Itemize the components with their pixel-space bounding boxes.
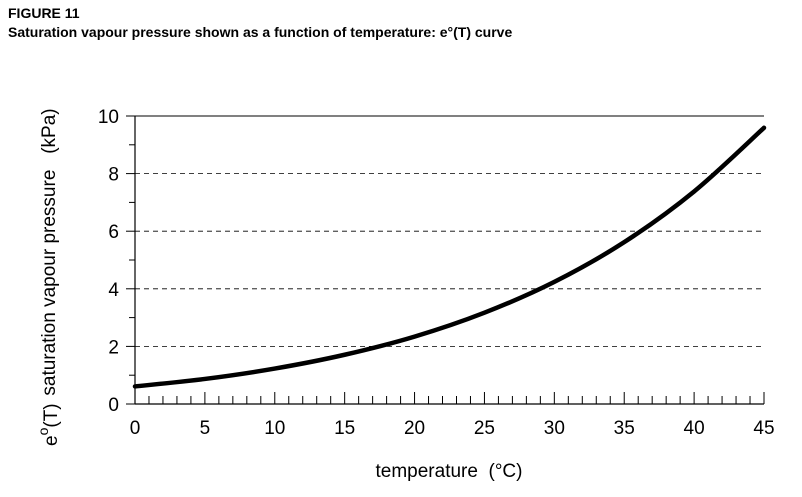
series-line-0	[132, 125, 767, 389]
y-axis-title: saturation vapour pressure (kPa)	[39, 108, 60, 395]
y-axis-symbol: eo(T)	[35, 403, 62, 446]
y-tick-label-6: 6	[108, 222, 119, 243]
figure-label: FIGURE 11	[8, 5, 80, 21]
y-axis-symbol-arg: (T)	[41, 403, 62, 427]
series	[132, 125, 767, 389]
x-tick-label-0: 0	[130, 418, 141, 439]
x-tick-label-20: 20	[404, 418, 425, 439]
x-axis-title: temperature (°C)	[376, 461, 523, 482]
y-axis-symbol-sup: o	[35, 427, 51, 435]
y-tick-label-2: 2	[108, 337, 119, 358]
x-tick-label-25: 25	[474, 418, 495, 439]
x-tick-label-40: 40	[684, 418, 705, 439]
y-tick-label-10: 10	[98, 107, 119, 128]
figure-title: Saturation vapour pressure shown as a fu…	[8, 24, 513, 40]
x-tick-label-10: 10	[264, 418, 285, 439]
tick-labels: 0 5 10 15 20 25 30 35 40 45 0 2 4 6 8 10	[98, 107, 775, 439]
y-axis-symbol-base: e	[41, 435, 62, 446]
x-tick-label-30: 30	[544, 418, 565, 439]
x-tick-label-35: 35	[614, 418, 635, 439]
axes	[134, 116, 764, 405]
x-tick-label-5: 5	[200, 418, 211, 439]
ticks	[126, 115, 765, 405]
y-tick-label-8: 8	[108, 165, 119, 186]
svg-text:eo(T): eo(T)	[35, 403, 62, 446]
gridlines	[135, 115, 764, 347]
x-tick-label-15: 15	[334, 418, 355, 439]
x-tick-label-45: 45	[753, 418, 774, 439]
y-tick-label-4: 4	[108, 280, 119, 301]
y-tick-label-0: 0	[108, 395, 119, 416]
